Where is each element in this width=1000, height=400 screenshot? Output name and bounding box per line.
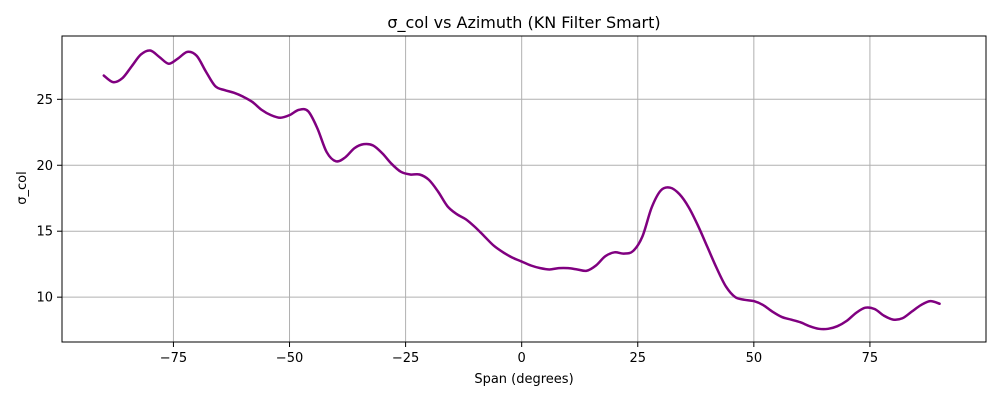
series-layer xyxy=(102,49,941,331)
grid xyxy=(62,36,986,342)
x-tick-label: −75 xyxy=(160,351,187,366)
x-tick-label: −50 xyxy=(276,351,303,366)
x-tick-label: 0 xyxy=(518,351,526,366)
x-tick-label: −25 xyxy=(392,351,419,366)
x-tick-label: 25 xyxy=(629,351,646,366)
y-axis-label: σ_col xyxy=(15,171,30,204)
y-axis: 10 15 20 25 xyxy=(36,93,62,306)
y-tick-label: 25 xyxy=(36,93,53,108)
series-line xyxy=(102,49,941,331)
x-tick-label: 75 xyxy=(862,351,879,366)
x-axis: −75 −50 −25 0 25 50 75 xyxy=(160,342,878,366)
chart-title: σ_col vs Azimuth (KN Filter Smart) xyxy=(387,13,660,33)
x-tick-label: 50 xyxy=(746,351,763,366)
plot-frame xyxy=(61,35,987,343)
x-axis-label: Span (degrees) xyxy=(474,372,573,387)
y-tick-label: 20 xyxy=(36,159,53,174)
y-tick-label: 15 xyxy=(36,225,53,240)
y-tick-label: 10 xyxy=(36,291,53,306)
